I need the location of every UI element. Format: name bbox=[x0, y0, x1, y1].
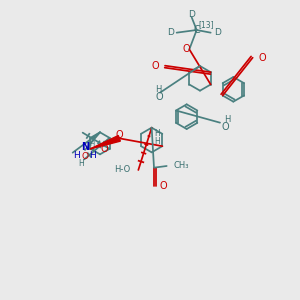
Text: [13]: [13] bbox=[199, 20, 214, 29]
Text: O: O bbox=[116, 130, 123, 140]
Text: H: H bbox=[154, 137, 160, 146]
Text: H: H bbox=[90, 151, 96, 160]
Text: D: D bbox=[188, 10, 195, 19]
Text: O: O bbox=[259, 53, 266, 63]
Text: H: H bbox=[79, 159, 84, 168]
Text: O: O bbox=[101, 144, 109, 154]
Text: N: N bbox=[81, 142, 89, 152]
Text: O: O bbox=[82, 152, 89, 161]
Text: D: D bbox=[214, 28, 220, 37]
Text: H: H bbox=[90, 141, 95, 147]
Text: H: H bbox=[74, 151, 80, 160]
Text: H: H bbox=[154, 129, 160, 138]
Text: H-O: H-O bbox=[114, 166, 130, 175]
Text: O: O bbox=[152, 61, 159, 71]
Text: CH₃: CH₃ bbox=[174, 161, 189, 170]
Text: H: H bbox=[224, 115, 230, 124]
Polygon shape bbox=[91, 136, 120, 149]
Text: O: O bbox=[155, 92, 163, 102]
Text: O: O bbox=[222, 122, 230, 132]
Text: D: D bbox=[167, 28, 174, 37]
Text: O: O bbox=[159, 181, 166, 191]
Text: O: O bbox=[182, 44, 190, 54]
Text: C: C bbox=[193, 25, 200, 35]
Text: H: H bbox=[155, 85, 161, 94]
